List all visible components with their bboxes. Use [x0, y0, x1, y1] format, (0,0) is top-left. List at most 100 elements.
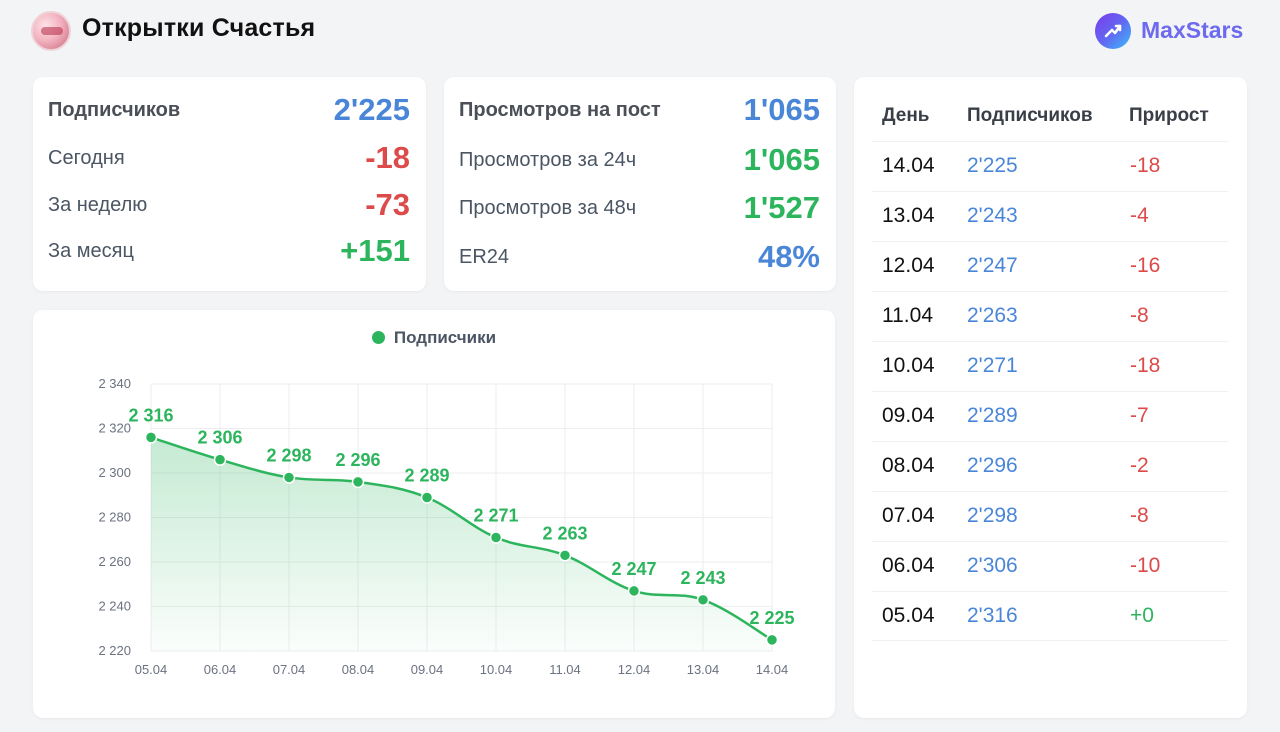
- stat-label: Просмотров на пост: [459, 98, 661, 121]
- y-tick-label: 2 300: [98, 465, 131, 480]
- data-label: 2 298: [266, 445, 311, 465]
- stat-row-subscribers: Подписчиков 2'225: [48, 90, 410, 130]
- cell-day: 11.04: [882, 304, 933, 327]
- table-row: 13.04 2'243 -4: [872, 191, 1228, 241]
- x-tick-label: 12.04: [618, 662, 651, 677]
- data-point: [696, 593, 710, 607]
- daily-table-card: День Подписчиков Прирост 14.04 2'225 -18 13…: [854, 77, 1247, 718]
- stat-label: Сегодня: [48, 146, 125, 169]
- stat-value: 48%: [757, 239, 820, 274]
- cell-growth: -18: [1130, 154, 1161, 177]
- data-point: [213, 453, 227, 466]
- stat-value: +151: [340, 233, 410, 268]
- cell-subscribers: 2'225: [967, 154, 1018, 177]
- legend-dot-icon: [371, 331, 385, 344]
- stat-label: За месяц: [48, 239, 134, 262]
- maxstars-logo-icon[interactable]: [1095, 13, 1131, 49]
- stat-row-views-per-post: Просмотров на пост 1'065: [459, 90, 820, 130]
- stat-label: ER24: [459, 245, 510, 268]
- cell-day: 07.04: [882, 504, 935, 527]
- cell-subscribers: 2'243: [967, 204, 1018, 227]
- legend-label: Подписчики: [393, 328, 497, 347]
- stat-row-week: За неделю -73: [48, 185, 410, 225]
- cell-subscribers: 2'316: [967, 604, 1018, 627]
- data-label: 2 316: [128, 405, 173, 425]
- data-label: 2 296: [335, 450, 380, 470]
- y-tick-label: 2 320: [98, 421, 131, 436]
- data-point: [489, 531, 503, 544]
- data-point: [765, 633, 779, 647]
- cell-subscribers: 2'289: [967, 404, 1018, 427]
- data-label: 2 263: [542, 523, 587, 543]
- x-tick-label: 09.04: [411, 662, 444, 677]
- stat-value: -73: [365, 187, 410, 222]
- cell-subscribers: 2'271: [967, 354, 1018, 377]
- stat-value: 2'225: [333, 92, 410, 127]
- table-row: 12.04 2'247 -16: [872, 241, 1228, 291]
- y-tick-label: 2 340: [98, 376, 131, 391]
- cell-growth: -4: [1130, 204, 1149, 227]
- stat-row-month: За месяц +151: [48, 231, 410, 271]
- stat-value: -18: [365, 140, 410, 175]
- data-label: 2 289: [404, 465, 449, 485]
- data-label: 2 271: [473, 506, 518, 526]
- data-point: [282, 471, 296, 484]
- stat-label: Подписчиков: [48, 98, 181, 121]
- page-title: Открытки Счастья: [82, 14, 316, 42]
- table-row: 09.04 2'289 -7: [872, 391, 1228, 441]
- x-tick-label: 05.04: [135, 662, 168, 677]
- app-header: Открытки Счастья MaxStars: [0, 0, 1280, 64]
- data-label: 2 247: [611, 559, 656, 579]
- table-row: 14.04 2'225 -18: [872, 141, 1228, 191]
- x-tick-label: 11.04: [549, 662, 581, 677]
- stat-row-views-24h: Просмотров за 24ч 1'065: [459, 140, 820, 180]
- stat-label: За неделю: [48, 193, 148, 216]
- stat-label: Просмотров за 24ч: [459, 148, 637, 171]
- cell-subscribers: 2'296: [967, 454, 1018, 477]
- column-header-subscribers: Подписчиков: [967, 105, 1093, 126]
- series-area: [151, 437, 772, 651]
- cell-growth: -8: [1130, 304, 1149, 327]
- stat-value: 1'527: [743, 190, 820, 225]
- cell-day: 10.04: [882, 354, 935, 377]
- chart-card: Подписчики 2 316 2 306 2 298 2 296 2 289 2 27…: [33, 310, 835, 718]
- cell-day: 06.04: [882, 554, 935, 577]
- cell-subscribers: 2'306: [967, 554, 1018, 577]
- stat-label: Просмотров за 48ч: [459, 196, 637, 219]
- data-point: [558, 549, 572, 562]
- data-point: [144, 431, 158, 444]
- x-tick-label: 14.04: [756, 662, 789, 677]
- stat-row-er24: ER24 48%: [459, 237, 820, 277]
- stat-value: 1'065: [743, 92, 820, 127]
- cell-day: 05.04: [882, 604, 935, 627]
- cell-day: 08.04: [882, 454, 935, 477]
- cell-subscribers: 2'298: [967, 504, 1018, 527]
- cell-day: 12.04: [882, 254, 935, 277]
- y-tick-label: 2 280: [98, 510, 131, 525]
- column-header-day: День: [882, 105, 930, 126]
- cell-day: 14.04: [882, 154, 935, 177]
- brand-name[interactable]: MaxStars: [1141, 17, 1244, 43]
- chart-legend[interactable]: Подписчики: [33, 328, 835, 348]
- table-row: 08.04 2'296 -2: [872, 441, 1228, 491]
- table-row: 07.04 2'298 -8: [872, 491, 1228, 541]
- table-row: 05.04 2'316 +0: [872, 591, 1228, 641]
- x-tick-label: 07.04: [273, 662, 306, 677]
- x-tick-label: 06.04: [204, 662, 237, 677]
- data-point: [627, 584, 641, 598]
- stat-row-views-48h: Просмотров за 48ч 1'527: [459, 188, 820, 228]
- series-line: [150, 436, 773, 641]
- cell-growth: -2: [1130, 454, 1149, 477]
- y-tick-label: 2 220: [98, 643, 131, 658]
- cell-growth: -7: [1130, 404, 1149, 427]
- cell-growth: -8: [1130, 504, 1149, 527]
- cell-day: 13.04: [882, 204, 935, 227]
- channel-avatar-icon[interactable]: [31, 11, 71, 51]
- subscribers-card: Подписчиков 2'225 Сегодня -18 За неделю …: [33, 77, 426, 291]
- column-header-growth: Прирост: [1129, 105, 1209, 126]
- cell-growth: -18: [1130, 354, 1161, 377]
- data-label: 2 243: [680, 568, 725, 588]
- x-tick-label: 10.04: [480, 662, 513, 677]
- table-row: 10.04 2'271 -18: [872, 341, 1228, 391]
- x-tick-label: 13.04: [687, 662, 720, 677]
